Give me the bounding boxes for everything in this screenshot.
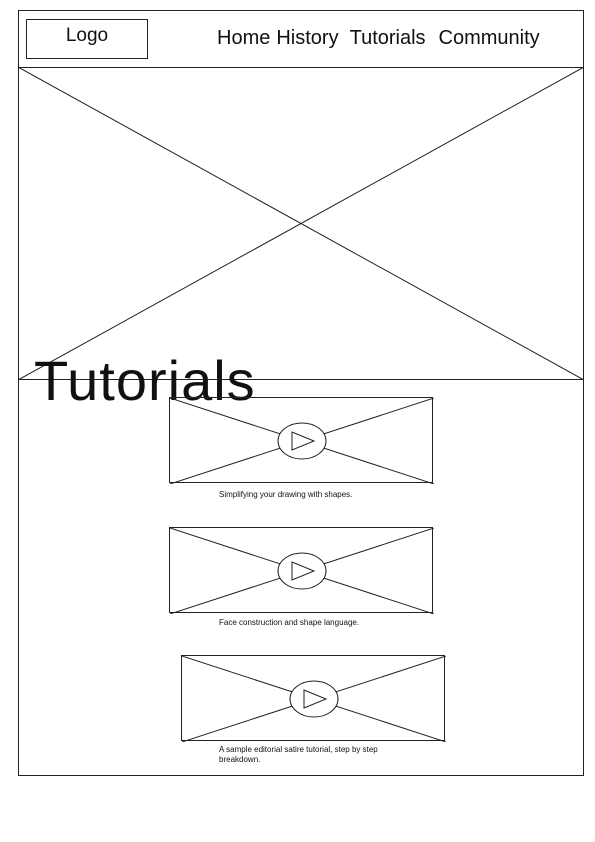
video-thumbnail-1[interactable] — [169, 397, 434, 484]
hero-image-placeholder: Tutorials — [18, 67, 584, 409]
play-icon — [303, 689, 328, 709]
nav-community[interactable]: Community — [438, 27, 540, 49]
play-icon — [291, 431, 316, 451]
play-icon — [291, 561, 316, 581]
hero-placeholder-cross — [18, 67, 584, 380]
video-thumbnail-2[interactable] — [169, 527, 434, 614]
video-thumbnail-3[interactable] — [181, 655, 446, 742]
nav-history[interactable]: History — [276, 27, 339, 49]
video-caption-1: Simplifying your drawing with shapes. — [219, 490, 353, 499]
video-caption-2: Face construction and shape language. — [219, 618, 360, 627]
video-placeholder-cross — [182, 656, 446, 742]
logo[interactable]: Logo — [26, 19, 148, 59]
nav-tutorials[interactable]: Tutorials — [349, 27, 426, 49]
nav-home[interactable]: Home — [217, 27, 271, 49]
video-caption-3: A sample editorial satire tutorial, step… — [219, 745, 378, 764]
header — [18, 10, 584, 68]
page-frame — [18, 10, 584, 776]
main-nav: Home History Tutorials Community — [217, 27, 540, 53]
video-placeholder-cross — [170, 398, 434, 484]
video-placeholder-cross — [170, 528, 434, 614]
hero-title: Tutorials — [34, 349, 256, 412]
